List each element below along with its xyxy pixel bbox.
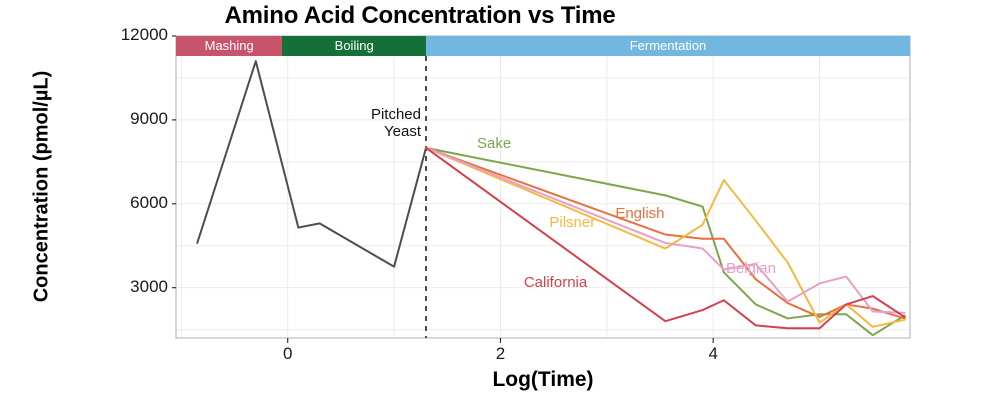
y-tick-label: 3000	[130, 276, 168, 296]
series-label-english: English	[615, 204, 665, 222]
annotation-line-1: Pitched	[370, 105, 421, 123]
x-axis-title: Log(Time)	[492, 368, 594, 391]
phase-band-boiling: Boiling	[282, 36, 426, 56]
y-axis-title: Concentration (pmol/µL)	[30, 70, 53, 303]
series-label-pilsner: Pilsner	[549, 214, 596, 232]
annotation-line-2: Yeast	[384, 122, 421, 140]
series-line-wort	[196, 60, 427, 268]
chart-title: Amino Acid Concentration vs Time	[224, 2, 616, 29]
series-line-pilsner	[424, 146, 906, 328]
series-line-belgian	[424, 146, 906, 314]
y-tick-label: 6000	[130, 192, 168, 212]
series-label-california: California	[523, 274, 588, 292]
phase-band-mashing: Mashing	[176, 36, 283, 56]
y-tick-label: 9000	[130, 108, 168, 128]
x-tick-label: 2	[495, 344, 506, 363]
y-tick-label: 12000	[120, 25, 168, 44]
series-line-sake	[424, 146, 906, 337]
x-tick-label: 0	[282, 344, 293, 363]
series-label-sake: Sake	[477, 134, 512, 152]
series-label-belgian: Belgian	[725, 260, 776, 278]
plot-background	[176, 36, 910, 338]
annotation-pitched-yeast: Pitched Yeast	[266, 106, 421, 140]
phase-band-fermentation: Fermentation	[425, 36, 910, 56]
series-line-california	[424, 146, 906, 330]
x-tick-label: 4	[708, 344, 718, 363]
